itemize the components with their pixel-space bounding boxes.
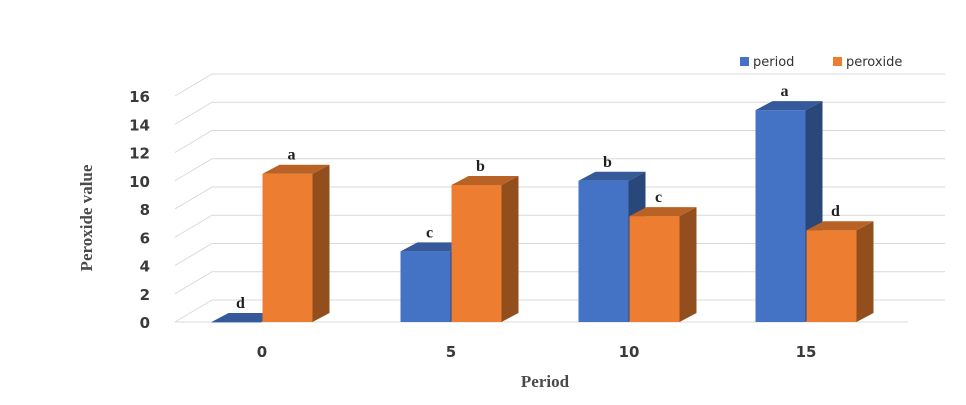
legend-label-period: period xyxy=(753,55,794,70)
data-label: b xyxy=(603,154,612,171)
y-tick-label: 6 xyxy=(140,229,150,247)
gridline xyxy=(174,73,945,97)
bar-front xyxy=(755,110,806,322)
y-tick-label: 12 xyxy=(129,145,150,163)
y-tick-label: 8 xyxy=(140,201,150,219)
gridline xyxy=(174,299,945,323)
y-axis-ticks: 0 2 4 6 8 10 12 14 16 xyxy=(129,88,150,332)
bar-front xyxy=(451,184,502,322)
bar-side xyxy=(501,175,519,322)
y-tick-label: 0 xyxy=(140,314,150,332)
bar-top xyxy=(629,207,697,217)
legend-swatch-period xyxy=(740,57,749,66)
gridline xyxy=(174,130,945,153)
bar-peroxide-0: a xyxy=(262,147,330,322)
bar-period-0: d xyxy=(211,295,279,323)
gridline xyxy=(174,243,945,266)
gridline xyxy=(174,186,945,210)
y-axis-title: Peroxide value xyxy=(77,164,96,271)
gridline xyxy=(174,271,945,295)
bar-front xyxy=(578,180,629,322)
data-label: d xyxy=(831,203,840,220)
y-tick-label: 16 xyxy=(129,88,150,106)
bars: d a c b b c a d xyxy=(211,83,874,323)
bar-period-15: a xyxy=(755,83,823,322)
bar-side xyxy=(856,221,874,322)
bar-period-10: b xyxy=(578,154,646,322)
bar-top xyxy=(451,175,519,185)
bar-front xyxy=(400,251,451,322)
bar-peroxide-10: c xyxy=(629,189,697,322)
bar-top xyxy=(806,221,874,231)
bar-front xyxy=(806,230,857,322)
data-label: a xyxy=(781,83,789,100)
x-tick-label: 15 xyxy=(796,343,817,361)
legend: period peroxide xyxy=(740,55,902,70)
data-label: b xyxy=(476,158,485,175)
legend-swatch-peroxide xyxy=(833,57,842,66)
data-label: d xyxy=(236,295,245,312)
bar-peroxide-15: d xyxy=(806,203,874,322)
x-tick-label: 10 xyxy=(619,343,640,361)
y-tick-label: 2 xyxy=(140,286,150,304)
bar-top xyxy=(211,313,279,322)
gridline xyxy=(174,101,945,125)
y-tick-label: 4 xyxy=(140,258,150,276)
x-tick-label: 5 xyxy=(446,343,456,361)
y-tick-label: 10 xyxy=(129,173,150,191)
bar-front xyxy=(262,173,313,322)
bar-side xyxy=(679,207,697,322)
data-label: c xyxy=(655,189,662,206)
y-tick-label: 14 xyxy=(129,116,150,134)
data-label: c xyxy=(426,224,433,241)
x-axis-title: Period xyxy=(521,372,570,391)
x-tick-label: 0 xyxy=(257,343,267,361)
gridline xyxy=(174,214,945,238)
bar-peroxide-5: b xyxy=(451,158,519,322)
bar-top xyxy=(755,101,823,111)
bar-side xyxy=(312,164,330,322)
legend-label-peroxide: peroxide xyxy=(846,55,902,70)
data-label: a xyxy=(288,147,296,164)
x-axis-ticks: 0 5 10 15 xyxy=(257,343,817,361)
gridline xyxy=(174,158,945,182)
bar-top xyxy=(578,171,646,181)
bar-top xyxy=(400,242,468,252)
bar-top xyxy=(262,164,330,174)
bar-front xyxy=(211,322,262,323)
bar-front xyxy=(629,216,680,322)
